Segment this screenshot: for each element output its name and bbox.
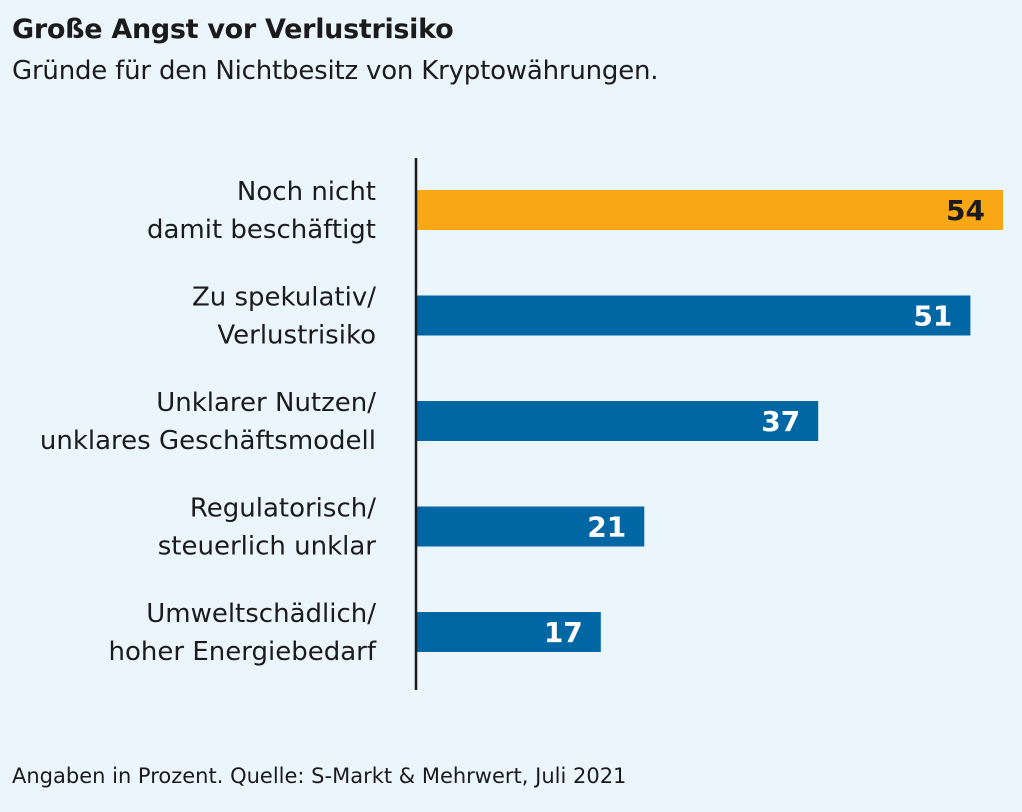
category-label-4-line-2: steuerlich unklar: [158, 532, 377, 562]
value-label-4: 21: [587, 511, 626, 544]
category-label-4-line-1: Regulatorisch/: [190, 494, 376, 524]
category-label-5-line-1: Umweltschädlich/: [146, 599, 376, 629]
category-label-3-line-2: unklares Geschäftsmodell: [40, 426, 376, 456]
chart-subtitle: Gründe für den Nichtbesitz von Kryptowäh…: [12, 56, 659, 86]
value-label-5: 17: [544, 616, 583, 649]
bar-4: [416, 506, 645, 547]
value-label-3: 37: [761, 405, 800, 438]
category-label-2-line-1: Zu spekulativ/: [192, 283, 376, 313]
category-label-1-line-2: damit beschäftigt: [147, 215, 376, 245]
source-note: Angaben in Prozent. Quelle: S-Markt & Me…: [12, 764, 627, 788]
value-label-1: 54: [946, 194, 985, 227]
category-label-5-line-2: hoher Energiebedarf: [109, 637, 377, 667]
chart-title: Große Angst vor Verlustrisiko: [12, 14, 454, 45]
bar-3: [416, 401, 819, 441]
category-label-3-line-1: Unklarer Nutzen/: [156, 388, 376, 418]
bar-2: [416, 295, 971, 336]
bar-1: [416, 190, 1003, 230]
bar-5: [416, 612, 601, 652]
category-label-2-line-2: Verlustrisiko: [217, 321, 376, 351]
category-label-1-line-1: Noch nicht: [237, 177, 376, 207]
value-label-2: 51: [913, 300, 952, 333]
